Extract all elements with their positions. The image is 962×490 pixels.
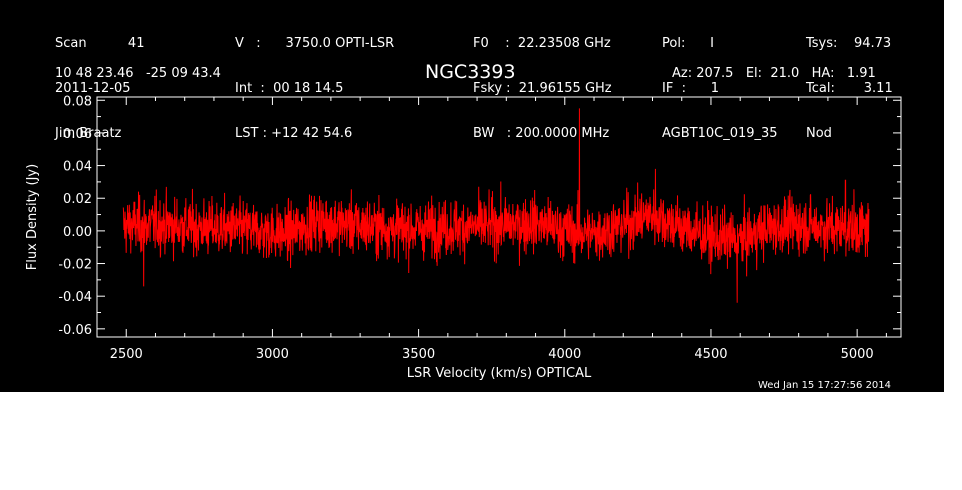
header-line: Jim Braatz	[55, 126, 122, 141]
header-line: BW : 200.0000 MHz	[473, 126, 610, 141]
x-tick-label: 2500	[110, 347, 143, 362]
header-line: LST : +12 42 54.6	[235, 126, 353, 141]
x-tick-label: 4500	[694, 347, 727, 362]
header-line: V : 3750.0 OPTI-LSR	[235, 36, 395, 51]
plot-frame	[96, 96, 902, 338]
header-tsys: Tsys: 94.73 Tcal: 3.11 Nod	[806, 6, 893, 156]
header-line: Tcal: 3.11	[806, 81, 893, 96]
x-axis-label: LSR Velocity (km/s) OPTICAL	[407, 366, 592, 381]
header-line: Fsky : 21.96155 GHz	[473, 81, 612, 96]
x-tick-label: 5000	[841, 347, 874, 362]
x-tick-label: 3500	[402, 347, 435, 362]
y-tick-label: 0.02	[63, 192, 92, 207]
trace-layer	[122, 108, 870, 303]
y-tick-label: 0.04	[63, 160, 92, 175]
x-tick-label: 4000	[548, 347, 581, 362]
header-line: Pol: I	[662, 36, 714, 51]
header-line: F0 : 22.23508 GHz	[473, 36, 611, 51]
y-tick-label: 0.00	[63, 225, 92, 240]
header-scan: Scan 41 2011-12-05 Jim Braatz	[55, 6, 144, 156]
header-polarization: Pol: I IF : 1 AGBT10C_019_35	[662, 6, 778, 156]
source-name: NGC3393	[425, 61, 516, 83]
pointing-info: Az: 207.5 El: 21.0 HA: 1.91	[672, 66, 876, 81]
header-line: AGBT10C_019_35	[662, 126, 778, 141]
y-tick-label: 0.06	[63, 127, 92, 142]
timestamp: Wed Jan 15 17:27:56 2014	[758, 380, 892, 391]
header-frequency: F0 : 22.23508 GHz Fsky : 21.96155 GHz BW…	[473, 6, 612, 156]
spectrum-chart: 2500 3000 3500 4000 4500 5000 -0.06 -0.04 -0.02 0…	[25, 94, 902, 381]
y-tick-label: -0.04	[58, 290, 92, 305]
header-line: Int : 00 18 14.5	[235, 81, 344, 96]
header-line: 2011-12-05	[55, 81, 131, 96]
header-line: Nod	[806, 126, 832, 141]
x-tick-label: 3000	[256, 347, 289, 362]
header-line: Scan 41	[55, 36, 145, 51]
axis-layer: 2500 3000 3500 4000 4500 5000 -0.06 -0.04 -0.02 0…	[58, 94, 901, 362]
y-tick-label: 0.08	[63, 94, 92, 109]
spectrum-trace	[122, 108, 870, 303]
y-tick-label: -0.02	[58, 258, 92, 273]
y-axis-label: Flux Density (Jy)	[25, 164, 40, 270]
plot-window	[0, 0, 944, 392]
source-coordinates: 10 48 23.46 -25 09 43.4	[55, 66, 221, 81]
header-line: Tsys: 94.73	[806, 36, 892, 51]
header-velocity: V : 3750.0 OPTI-LSR Int : 00 18 14.5 LST…	[235, 6, 394, 156]
y-tick-label: -0.06	[58, 323, 92, 338]
header-line: IF : 1	[662, 81, 720, 96]
